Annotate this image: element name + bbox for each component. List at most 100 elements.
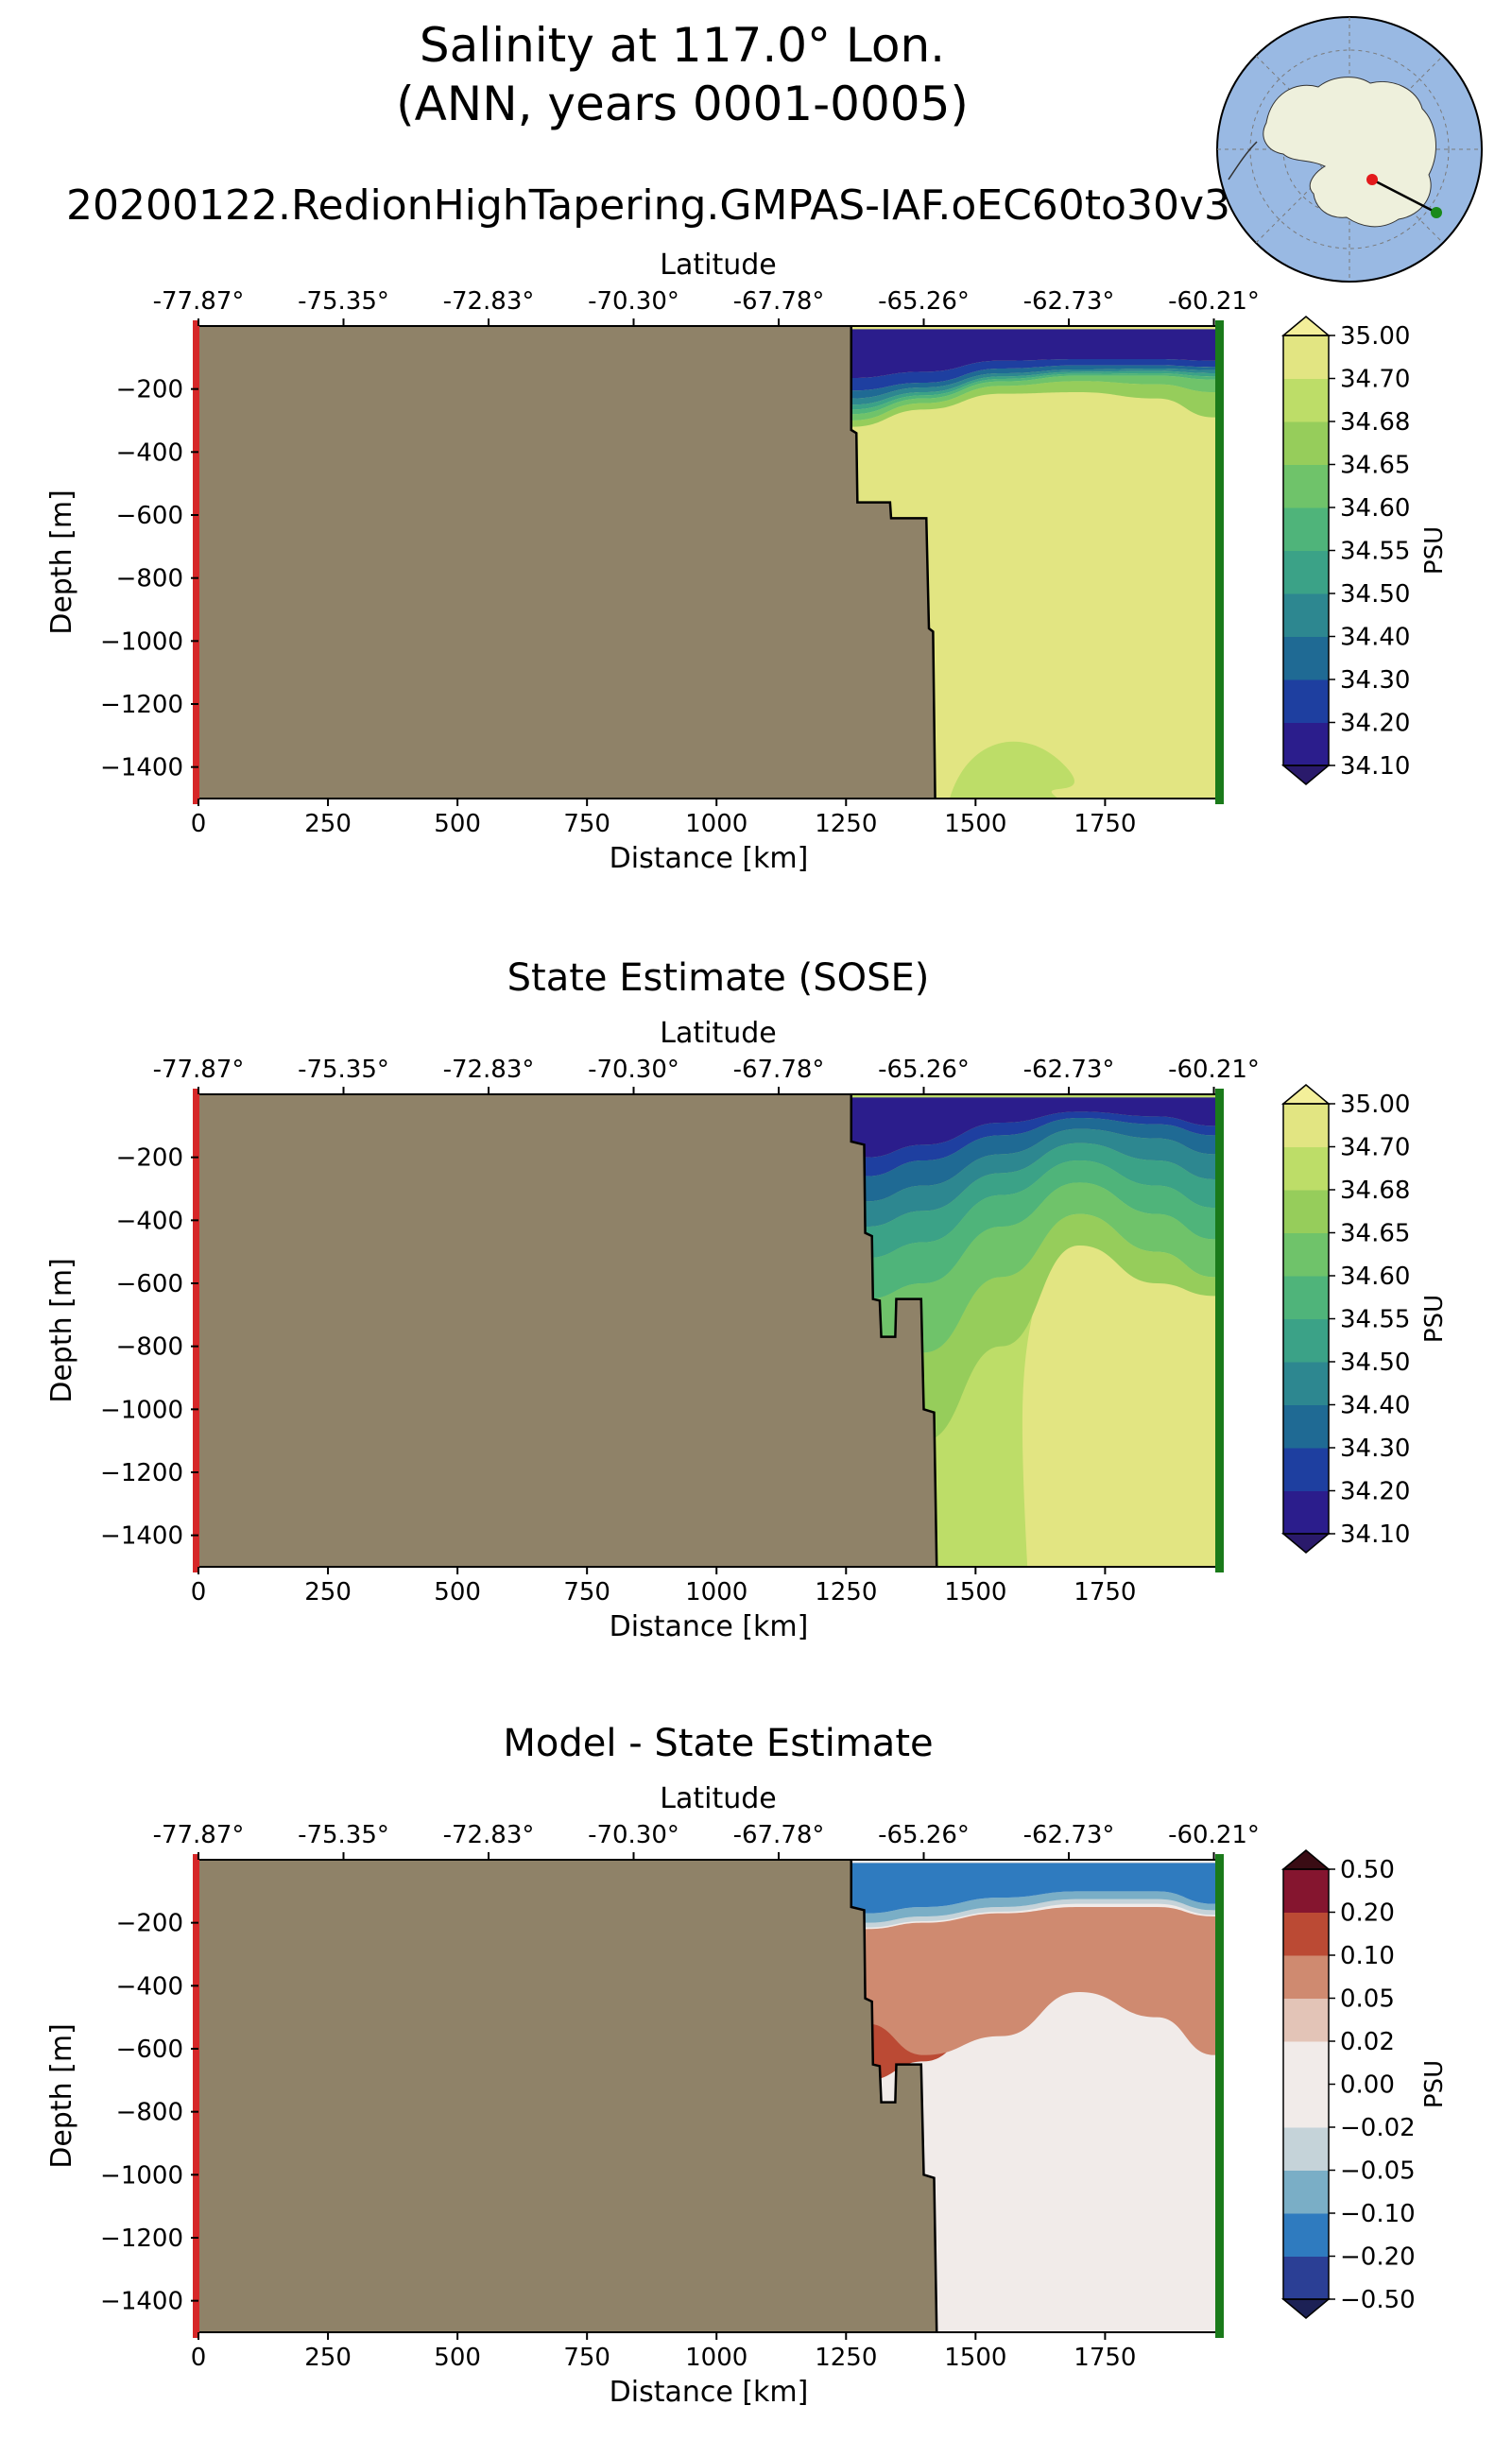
x-axis-label: Distance [km] [610, 842, 809, 875]
colorbar-swatch [1283, 1404, 1329, 1449]
latitude-tick-label: -60.21° [1168, 1056, 1260, 1084]
y-tick-label: −600 [116, 502, 183, 530]
colorbar-extend-max [1280, 1084, 1332, 1105]
contour-band [791, 1111, 1219, 1177]
colorbar-swatch [1283, 2170, 1329, 2214]
latitude-tick-label: -67.78° [733, 1056, 825, 1084]
latitude-tick-label: -65.26° [878, 287, 970, 316]
colorbar-swatch [1283, 421, 1329, 465]
y-tick-label: −200 [116, 1144, 183, 1173]
panel-title: Model - State Estimate [503, 1722, 933, 1765]
latitude-tick-label: -70.30° [588, 1056, 679, 1084]
latitude-tick-label: -77.87° [153, 1821, 245, 1849]
contour-band [791, 1899, 1219, 1928]
x-axis-label: Distance [km] [610, 1610, 809, 1643]
colorbar-swatch [1283, 2213, 1329, 2257]
y-tick-label: −800 [116, 565, 183, 593]
colorbar-tick-label: 34.68 [1340, 408, 1410, 437]
colorbar-tick-label: 34.55 [1340, 538, 1410, 566]
colorbar-swatch [1283, 1490, 1329, 1535]
colorbar-swatch [1283, 593, 1329, 637]
colorbar-tick-label: 0.00 [1340, 2071, 1395, 2100]
x-tick-label: 500 [434, 1578, 481, 1606]
run-name: 20200122.RedionHighTapering.GMPAS-IAF.oE… [66, 181, 1230, 230]
latitude-tick-label: -77.87° [153, 287, 245, 316]
colorbar-extend-max [1280, 1849, 1332, 1870]
land-mask [198, 1860, 937, 2332]
y-tick-label: −1000 [100, 1396, 183, 1424]
section-line [1371, 178, 1437, 215]
contour-band [775, 358, 1219, 391]
colorbar-swatch [1283, 1190, 1329, 1233]
contour-band [775, 329, 1219, 379]
x-tick-label: 1250 [815, 2344, 877, 2372]
top-axis-label: Latitude [660, 1782, 776, 1815]
y-tick-label: −400 [116, 1972, 183, 2001]
latitude-tick-label: -60.21° [1168, 1821, 1260, 1849]
contour-band [791, 1118, 1219, 1202]
latitude-tick-label: -72.83° [443, 1056, 535, 1084]
contour-band [791, 1160, 1219, 1299]
colorbar-extend-min [1280, 1533, 1332, 1554]
y-tick-label: −1000 [100, 2161, 183, 2190]
contour-band [791, 1128, 1219, 1228]
latitude-tick-label: -65.26° [878, 1821, 970, 1849]
colorbar-tick-label: 34.30 [1340, 1435, 1410, 1463]
contour-band [775, 370, 1219, 410]
x-tick-label: 750 [563, 2344, 610, 2372]
colorbar-swatch [1283, 1104, 1329, 1147]
colorbar-swatch [1283, 464, 1329, 508]
x-tick-label: 1750 [1074, 1578, 1136, 1606]
y-tick-label: −800 [116, 2099, 183, 2127]
contour-band [791, 1906, 1219, 2055]
colorbar-tick-label: −0.50 [1340, 2286, 1416, 2314]
bathymetry-line [850, 1094, 938, 1567]
contour-band [791, 1891, 1219, 1923]
colorbar: −0.50 −0.20 −0.10 −0.05 −0.02 0.00 0.02 0.05 0.1… [1280, 1849, 1449, 2319]
y-tick-label: −1200 [100, 2225, 183, 2253]
y-tick-label: −600 [116, 2036, 183, 2064]
colorbar-tick-label: 34.60 [1340, 1263, 1410, 1291]
latitude-tick-label: -72.83° [443, 1821, 535, 1849]
colorbar-tick-label: 35.00 [1340, 322, 1410, 351]
colorbar-tick-label: 34.50 [1340, 1349, 1410, 1377]
colorbar-tick-label: 0.05 [1340, 1985, 1395, 2014]
latitude-tick-label: -75.35° [298, 1056, 389, 1084]
contour-band [949, 741, 1074, 799]
colorbar-swatch [1283, 1955, 1329, 1999]
colorbar-swatch [1283, 335, 1329, 379]
y-axis-label: Depth [m] [45, 490, 78, 635]
colorbar-swatch [1283, 1998, 1329, 2042]
colorbar-swatch [1283, 2127, 1329, 2171]
y-tick-label: −1400 [100, 2288, 183, 2316]
latitude-tick-label: -72.83° [443, 287, 535, 316]
colorbar-label: PSU [1420, 2060, 1449, 2108]
colorbar-swatch [1283, 1232, 1329, 1277]
land-mask [198, 1094, 937, 1567]
colorbar-tick-label: −0.20 [1340, 2243, 1416, 2272]
colorbar-tick-label: 34.20 [1340, 710, 1410, 738]
y-tick-label: −1200 [100, 1459, 183, 1487]
colorbar-swatch [1283, 1318, 1329, 1363]
colorbar-tick-label: 0.10 [1340, 1942, 1395, 1970]
section-start-marker [1366, 174, 1378, 185]
y-axis-label: Depth [m] [45, 2023, 78, 2169]
y-tick-label: −800 [116, 1333, 183, 1362]
colorbar-tick-label: 34.10 [1340, 1521, 1410, 1549]
bathymetry-line [850, 326, 936, 799]
latitude-tick-label: -70.30° [588, 287, 679, 316]
latitude-tick-label: -67.78° [733, 1821, 825, 1849]
colorbar-swatch [1283, 1362, 1329, 1405]
colorbar-label: PSU [1420, 1295, 1449, 1343]
x-tick-label: 0 [191, 1578, 207, 1606]
colorbar-tick-label: 34.10 [1340, 752, 1410, 781]
x-tick-label: 250 [304, 1578, 352, 1606]
y-tick-label: −1400 [100, 1522, 183, 1551]
x-tick-label: 1000 [685, 2344, 747, 2372]
colorbar-tick-label: 34.40 [1340, 624, 1410, 652]
x-tick-label: 1500 [944, 2344, 1006, 2372]
colorbar-tick-label: −0.05 [1340, 2157, 1416, 2186]
colorbar-swatch [1283, 550, 1329, 594]
colorbar-tick-label: 34.30 [1340, 666, 1410, 695]
